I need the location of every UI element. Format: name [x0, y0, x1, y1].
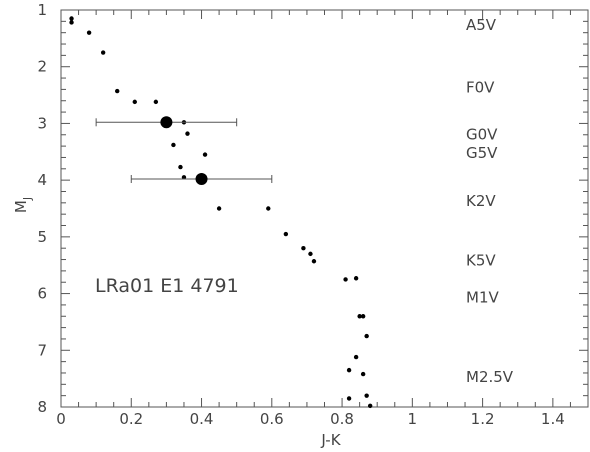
spectral-type-label: G0V [466, 126, 498, 144]
track-point [357, 314, 362, 319]
axes: 0 0.2 0.4 0.6 0.8 1 1.2 1.4 1 2 3 4 5 6 7 8 A5V F0V G0VG5V… [37, 1, 589, 428]
x-tick-label: 0.4 [190, 410, 214, 428]
track-point [86, 30, 92, 35]
x-tick-label: 1 [408, 410, 418, 428]
track-point [266, 206, 271, 211]
object-label: LRa01 E1 4791 [95, 275, 239, 297]
track-point [171, 142, 176, 148]
track-point [364, 393, 369, 398]
x-tick-label: 1.4 [541, 410, 565, 428]
y-tick-label: 8 [37, 398, 47, 416]
spectral-type-label: K5V [466, 252, 496, 270]
track-point [132, 99, 137, 105]
track-point [346, 367, 352, 373]
track-point [181, 175, 187, 180]
plot-frame [60, 9, 589, 408]
y-tick-label: 6 [37, 285, 47, 303]
track-point [311, 259, 317, 264]
track-point [178, 164, 183, 170]
track-point [202, 152, 208, 157]
data-layer [69, 16, 373, 409]
track-point [353, 354, 359, 360]
y-axis-label: MJ [12, 197, 34, 213]
track-point [185, 131, 190, 136]
track-point [343, 277, 348, 282]
y-tick-label: 7 [37, 341, 47, 359]
spectral-type-label: K2V [466, 192, 496, 210]
track-point [115, 88, 120, 94]
track-point [216, 206, 222, 211]
spectral-type-label: M1V [466, 288, 499, 306]
y-tick-label: 5 [37, 228, 47, 246]
x-tick-label: 0 [56, 410, 66, 428]
track-point [308, 251, 313, 257]
spectral-type-label: A5V [466, 16, 497, 34]
track-point [360, 371, 366, 377]
track-point [364, 333, 369, 339]
track-point [100, 50, 106, 55]
track-point [69, 20, 74, 25]
spectral-type-label: F0V [466, 79, 495, 97]
track-point [353, 276, 359, 281]
measured-point [195, 173, 208, 186]
y-tick-label: 4 [37, 171, 47, 189]
x-tick-label: 1.2 [471, 410, 495, 428]
x-tick-label: 0.6 [260, 410, 284, 428]
track-point [346, 396, 352, 401]
track-point [283, 231, 289, 237]
spectral-type-label: G5V [466, 144, 498, 162]
y-axis-label-subscript: J [21, 197, 34, 201]
y-axis-label-main: M [12, 200, 30, 213]
x-tick-label: 0.2 [119, 410, 143, 428]
spectral-type-label: M2.5V [466, 368, 514, 386]
y-tick-label: 1 [37, 1, 47, 19]
track-point [69, 16, 74, 21]
y-tick-label: 3 [37, 114, 47, 132]
y-tick-label: 2 [37, 58, 47, 76]
track-point [153, 99, 159, 105]
track-point [360, 314, 366, 319]
x-tick-label: 0.8 [330, 410, 354, 428]
svg-text:MJ: MJ [12, 197, 34, 213]
track-point [301, 246, 306, 251]
x-axis-label: J-K [320, 431, 341, 449]
track-point [367, 403, 373, 409]
measured-point [160, 116, 173, 129]
